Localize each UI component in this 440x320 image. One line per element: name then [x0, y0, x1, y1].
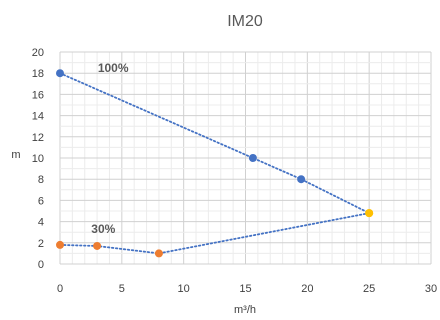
chart-title: IM20 — [227, 13, 263, 30]
y-tick-label: 16 — [32, 89, 44, 101]
x-tick-label: 20 — [301, 283, 313, 295]
y-tick-label: 2 — [38, 238, 44, 250]
series-layer — [56, 69, 374, 258]
data-point — [56, 69, 64, 78]
y-tick-label: 8 — [38, 174, 44, 186]
annotations: 100% 30% — [91, 61, 129, 236]
y-tick-label: 20 — [32, 47, 44, 59]
x-tick-label: 25 — [363, 283, 375, 295]
x-tick-label: 5 — [119, 283, 125, 295]
x-tick-label: 30 — [425, 283, 437, 295]
x-tick-label: 0 — [57, 283, 63, 295]
y-tick-label: 10 — [32, 153, 44, 165]
y-tick-label: 0 — [38, 259, 44, 271]
data-point — [93, 241, 102, 250]
y-tick-label: 4 — [38, 217, 44, 229]
y-tick-label: 14 — [32, 111, 44, 123]
axes: 0 5 10 15 20 25 30 0 2 4 6 8 10 12 14 16 18 20 — [32, 47, 437, 295]
x-tick-label: 10 — [178, 283, 190, 295]
series-annotation: 30% — [91, 222, 115, 236]
y-tick-label: 18 — [32, 68, 44, 80]
x-tick-label: 15 — [239, 283, 251, 295]
y-tick-label: 12 — [32, 132, 44, 144]
data-point — [297, 175, 306, 184]
series-line-1 — [59, 72, 371, 215]
series-annotation: 100% — [98, 61, 129, 75]
x-axis-title: m³/h — [234, 304, 256, 316]
data-point — [365, 209, 374, 218]
data-point — [248, 154, 257, 162]
grid — [59, 51, 432, 265]
data-point — [154, 249, 163, 258]
series-line-2 — [59, 212, 371, 255]
y-tick-label: 6 — [38, 195, 44, 207]
y-axis-title: m — [11, 149, 20, 161]
data-point — [56, 240, 64, 249]
